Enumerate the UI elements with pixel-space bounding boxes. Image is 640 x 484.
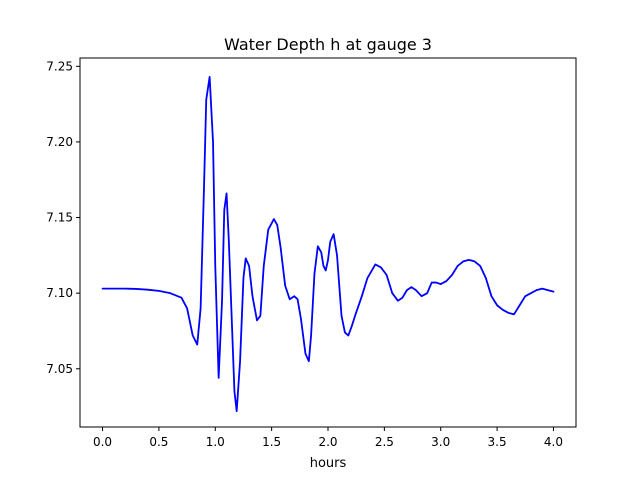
y-tick-label: 7.10 xyxy=(46,286,73,300)
y-tick-label: 7.20 xyxy=(46,135,73,149)
x-tick-label: 0.0 xyxy=(93,435,112,449)
x-tick-label: 2.5 xyxy=(375,435,394,449)
chart-title: Water Depth h at gauge 3 xyxy=(224,35,432,54)
x-tick-label: 3.0 xyxy=(431,435,450,449)
y-tick-label: 7.05 xyxy=(46,362,73,376)
x-tick-label: 3.5 xyxy=(488,435,507,449)
x-tick-label: 4.0 xyxy=(544,435,563,449)
y-tick-label: 7.25 xyxy=(46,59,73,73)
x-tick-label: 1.5 xyxy=(262,435,281,449)
x-tick-label: 1.0 xyxy=(206,435,225,449)
y-tick-label: 7.15 xyxy=(46,211,73,225)
series-line-1 xyxy=(101,76,555,413)
x-tick-label: 2.0 xyxy=(318,435,337,449)
x-tick-label: 0.5 xyxy=(149,435,168,449)
x-axis-label: hours xyxy=(310,456,347,471)
plot-area: 0.0 0.5 1.0 1.5 2.0 2.5 3.0 3.5 4.0 7.05 7.10 7.15 7… xyxy=(46,57,577,449)
